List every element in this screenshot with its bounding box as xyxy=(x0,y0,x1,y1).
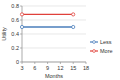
series-marker xyxy=(72,25,75,28)
x-tick-label: 12 xyxy=(57,65,63,71)
x-tick-label: 15 xyxy=(70,65,76,71)
x-axis-label: Months xyxy=(45,73,63,79)
series-marker xyxy=(20,13,23,16)
x-tick-label: 3 xyxy=(20,65,23,71)
x-tick-label: 6 xyxy=(33,65,36,71)
y-tick-label: 0.2 xyxy=(11,45,19,51)
grid-line xyxy=(22,6,86,7)
grid-line xyxy=(22,48,86,49)
legend-line xyxy=(90,50,98,51)
legend-marker xyxy=(93,41,96,44)
grid-line xyxy=(22,20,86,21)
grid-line xyxy=(22,62,86,63)
y-tick-label: 0.8 xyxy=(11,3,19,9)
legend-label: Less xyxy=(100,39,112,45)
x-tick-label: 18 xyxy=(83,65,89,71)
series-marker xyxy=(20,25,23,28)
x-tick-label: 9 xyxy=(46,65,49,71)
series-line xyxy=(22,26,73,27)
legend-marker xyxy=(93,50,96,53)
chart: 0 0.2 0.4 0.6 0.8 3 6 9 12 15 18 Months Utility Less M… xyxy=(0,0,120,80)
legend-line xyxy=(90,41,98,42)
series-marker xyxy=(72,13,75,16)
legend-label: More xyxy=(100,48,113,54)
y-tick-label: 0.4 xyxy=(11,31,19,37)
y-tick-label: 0.6 xyxy=(11,17,19,23)
series-line xyxy=(22,14,73,15)
y-tick-label: 0 xyxy=(16,59,19,65)
chart-container: 0 0.2 0.4 0.6 0.8 3 6 9 12 15 18 Months Utility Less M… xyxy=(0,0,120,80)
grid-line xyxy=(22,34,86,35)
x-axis xyxy=(22,62,86,63)
plot-area xyxy=(20,13,74,29)
y-axis-label: Utility xyxy=(1,27,7,41)
